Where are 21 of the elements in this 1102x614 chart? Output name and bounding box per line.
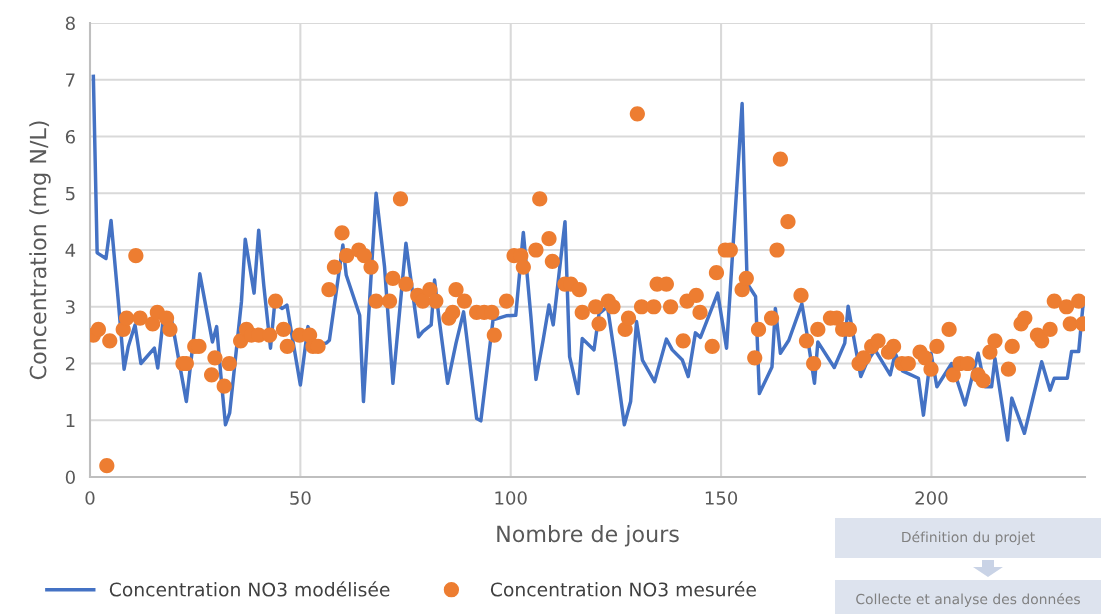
y-tick-label: 6 [65,129,75,144]
legend-label: Concentration NO3 mesurée [490,581,756,597]
x-tick-label: 0 [85,491,95,505]
y-tick-label: 3 [66,300,75,314]
y-tick-label: 2 [65,356,75,371]
x-tick-label: 50 [290,491,311,505]
y-tick-label: 4 [65,243,76,257]
x-axis-title: Nombre de jours [497,525,679,547]
line-series [91,74,1085,442]
y-tick-label: 7 [66,73,75,87]
y-tick-label: 0 [65,470,75,485]
y-tick-label: 1 [66,413,75,428]
legend-label: Concentration NO3 modélisée [109,581,390,597]
text: Définition du projet [902,531,1035,545]
y-tick-label: 5 [66,186,75,201]
y-tick-label: 8 [65,16,75,31]
x-tick-label: 100 [495,491,527,505]
text: Collecte et analyse des données [856,593,1080,607]
x-tick-label: 150 [705,491,738,505]
y-axis-title: Concentration (mg N/L) [29,121,51,380]
x-tick-label: 200 [915,491,948,505]
